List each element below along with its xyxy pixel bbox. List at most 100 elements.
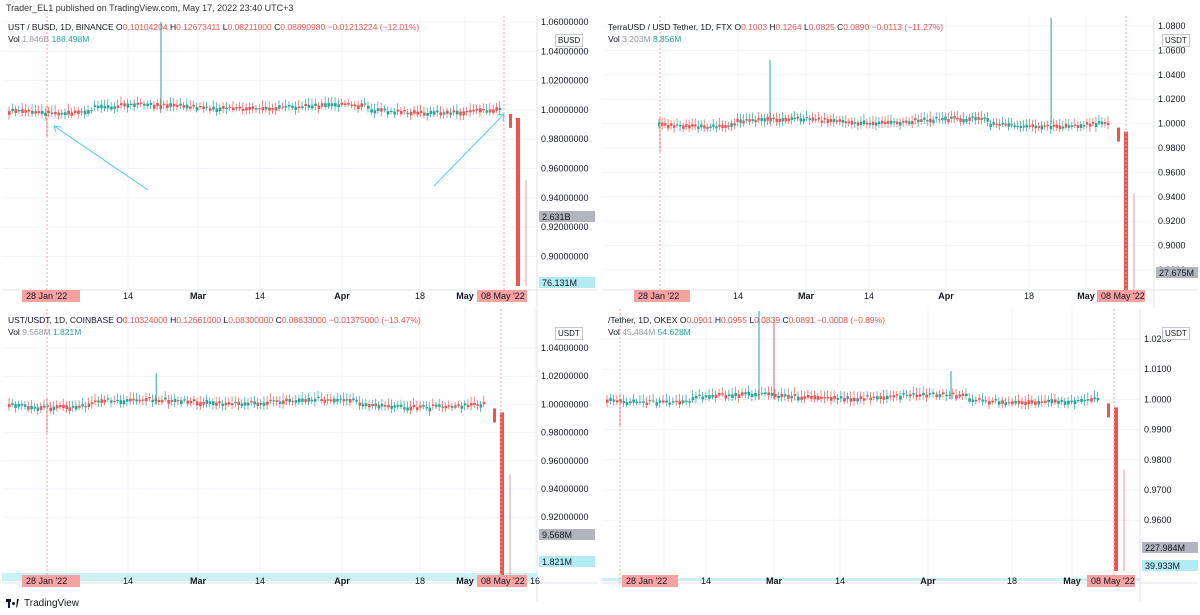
candle — [665, 400, 668, 403]
candle — [1047, 399, 1050, 403]
high-value: 0.0955 — [720, 315, 747, 325]
candle — [235, 107, 238, 109]
currency-badge[interactable]: USDT — [1162, 34, 1190, 47]
candle — [770, 392, 774, 396]
candle — [366, 105, 370, 109]
candle — [721, 124, 724, 129]
candle — [175, 104, 179, 107]
y-tick-label: 0.9900 — [1144, 425, 1172, 435]
symbol-title[interactable]: UST / BUSD, 1D, BINANCE — [8, 22, 114, 32]
symbol-title[interactable]: UST/USDT, 1D, COINBASE — [8, 315, 114, 325]
candle — [648, 400, 652, 402]
candle — [116, 399, 119, 402]
candle — [231, 107, 235, 111]
candle — [612, 399, 616, 402]
candle — [1055, 124, 1059, 128]
chart-panel-ftx[interactable]: 1.0800 1.0600 1.0400 1.0200 1.0000 0.9800 0.96… — [602, 16, 1198, 308]
candle — [374, 403, 378, 407]
candle — [14, 404, 17, 408]
chart-panel-okex[interactable]: 1.0200 1.0100 1.0000 0.9900 0.9800 0.9700 0.96… — [602, 309, 1198, 601]
y-tick-label: 0.98000000 — [541, 428, 589, 438]
candle — [133, 103, 136, 107]
candle — [224, 403, 228, 406]
low-value: 0.0825 — [808, 22, 835, 32]
candle — [100, 399, 103, 403]
symbol-title[interactable]: /Tether, 1D, OKEX — [608, 315, 678, 325]
candle — [790, 117, 793, 121]
tradingview-brand: TradingView — [24, 598, 80, 609]
candle — [1043, 125, 1047, 127]
candle — [737, 394, 741, 398]
candle — [739, 119, 742, 124]
candle — [380, 108, 383, 112]
candle — [473, 403, 476, 405]
candle — [250, 401, 253, 403]
candle — [326, 399, 330, 401]
candle — [744, 392, 747, 395]
candle — [258, 108, 261, 110]
symbol-title[interactable]: TerraUSD / USD Tether, 1D, FTX — [608, 22, 733, 32]
candle — [21, 109, 24, 113]
candle — [162, 103, 166, 105]
chart-panel-binance[interactable]: 1.06000000 1.04000000 1.02000000 1.00000000… — [2, 16, 598, 308]
currency-badge[interactable]: USDT — [555, 327, 583, 340]
candle — [808, 118, 812, 121]
candle — [47, 111, 51, 114]
candle — [991, 400, 994, 403]
candle — [1030, 400, 1034, 404]
tradingview-footer[interactable]: TradingView — [6, 598, 79, 609]
candle — [802, 118, 806, 122]
candle — [396, 404, 400, 407]
candle — [113, 106, 117, 109]
candle — [441, 406, 444, 409]
candle — [968, 398, 971, 402]
candle — [457, 404, 460, 406]
y-badge-bg — [539, 529, 595, 540]
candle — [310, 105, 314, 109]
currency-badge[interactable]: USDT — [1162, 327, 1190, 340]
candle — [266, 401, 269, 405]
chart-svg-okex[interactable]: 1.0200 1.0100 1.0000 0.9900 0.9800 0.9700 0.96… — [602, 309, 1198, 601]
candle — [43, 405, 46, 408]
x-tick-label: May — [1077, 291, 1095, 301]
currency-badge[interactable]: BUSD — [555, 34, 584, 47]
candle — [667, 124, 670, 129]
y-badge-label: 1.821M — [542, 557, 572, 567]
candle — [703, 125, 706, 129]
candle — [361, 403, 365, 407]
candle — [715, 126, 718, 129]
candle — [974, 399, 978, 402]
candle — [138, 399, 142, 402]
chart-svg-coinbase[interactable]: 1.04000000 1.02000000 1.00000000 0.98000000… — [2, 309, 598, 601]
chart-panel-coinbase[interactable]: 1.04000000 1.02000000 1.00000000 0.98000000… — [2, 309, 598, 601]
candle — [905, 120, 908, 123]
candle — [1050, 399, 1054, 404]
chart-svg-binance[interactable]: 1.06000000 1.04000000 1.02000000 1.00000000… — [2, 16, 598, 308]
change-value: −0.0113 (−11.27%) — [871, 22, 944, 32]
candle — [1001, 122, 1004, 125]
candle — [282, 400, 285, 404]
candle — [823, 397, 826, 399]
candle — [959, 118, 962, 122]
candle — [14, 109, 18, 114]
crash-candle-1 — [509, 113, 512, 128]
candle — [180, 400, 183, 405]
candle — [862, 120, 866, 125]
candle — [1082, 124, 1086, 127]
y-badge-label: 2.631B — [542, 212, 571, 222]
candle — [986, 117, 989, 122]
candle — [31, 110, 34, 114]
tradingview-logo-icon — [6, 598, 20, 609]
candle — [327, 103, 331, 107]
chart-svg-ftx[interactable]: 1.0800 1.0600 1.0400 1.0200 1.0000 0.9800 0.96… — [602, 16, 1198, 308]
candle — [160, 399, 164, 403]
y-tick-label: 1.0200 — [1158, 94, 1186, 104]
candle — [1088, 123, 1092, 127]
candle — [452, 110, 456, 113]
annotation-arrow-right — [433, 113, 505, 187]
candle — [645, 402, 649, 405]
candle — [218, 401, 221, 404]
candle — [96, 105, 100, 109]
volume-band — [2, 573, 537, 581]
candle — [348, 399, 352, 403]
